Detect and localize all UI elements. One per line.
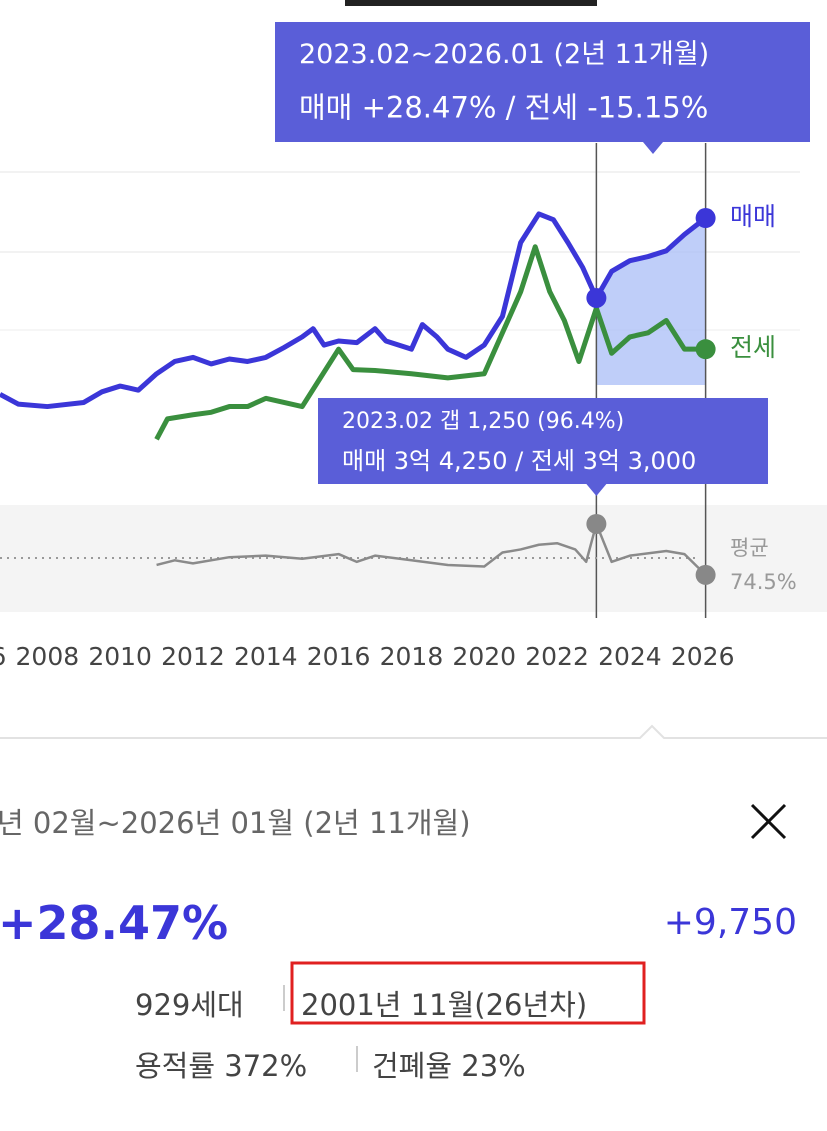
tooltip-box [318, 398, 768, 496]
close-button[interactable] [750, 803, 787, 840]
x-tick-label: 2018 [380, 642, 444, 671]
x-tick-label: 2022 [525, 642, 589, 671]
point [695, 208, 716, 229]
x-tick-label: 2016 [307, 642, 371, 671]
diff: +9,750 [663, 902, 797, 943]
point [586, 513, 607, 534]
line [0, 211, 708, 410]
x-tick-label: 2024 [598, 642, 662, 671]
tooltip-box [275, 22, 810, 154]
tooltip-title: 2023.02 갭 1,250 (96.4%) [342, 409, 624, 434]
x-tick-label: 2014 [234, 642, 298, 671]
average-name: 평균 [730, 536, 769, 560]
built-date: 2001년 11월(26년차) [301, 988, 588, 1022]
point [586, 287, 607, 308]
bcr: 건폐율 23% [372, 1049, 526, 1083]
line [154, 244, 706, 441]
x-tick-label: 2026 [671, 642, 735, 671]
range-fill [596, 218, 706, 385]
period: 년 02월~2026년 01월 (2년 11개월) [0, 806, 471, 840]
change: +28.47% [0, 896, 229, 950]
households: 929세대 [135, 988, 244, 1022]
close-icon [750, 803, 787, 840]
line [156, 522, 707, 576]
tooltip-title: 2023.02~2026.01 (2년 11개월) [299, 39, 709, 70]
point [695, 564, 716, 585]
divider [0, 724, 827, 739]
x-tick-label: 2020 [452, 642, 516, 671]
x-tick-label: 2012 [161, 642, 225, 671]
x-tick-label: 2008 [16, 642, 80, 671]
legend-label: 매매 [730, 202, 776, 231]
x-tick-label: 2010 [88, 642, 152, 671]
point [695, 339, 716, 360]
top-bar [345, 0, 597, 6]
legend-label: 전세 [730, 333, 776, 362]
average-label: 74.5% [730, 570, 797, 594]
chart: 2006 2008 2010 2012 2014 2016 2018 2020 2022 2024… [0, 0, 827, 739]
tooltip-text: 매매 3억 4,250 / 전세 3억 3,000 [342, 447, 696, 475]
x-tick-label: 2006 [0, 642, 6, 671]
far: 용적률 372% [135, 1049, 308, 1083]
tooltip-text: 매매 +28.47% / 전세 -15.15% [299, 91, 708, 125]
